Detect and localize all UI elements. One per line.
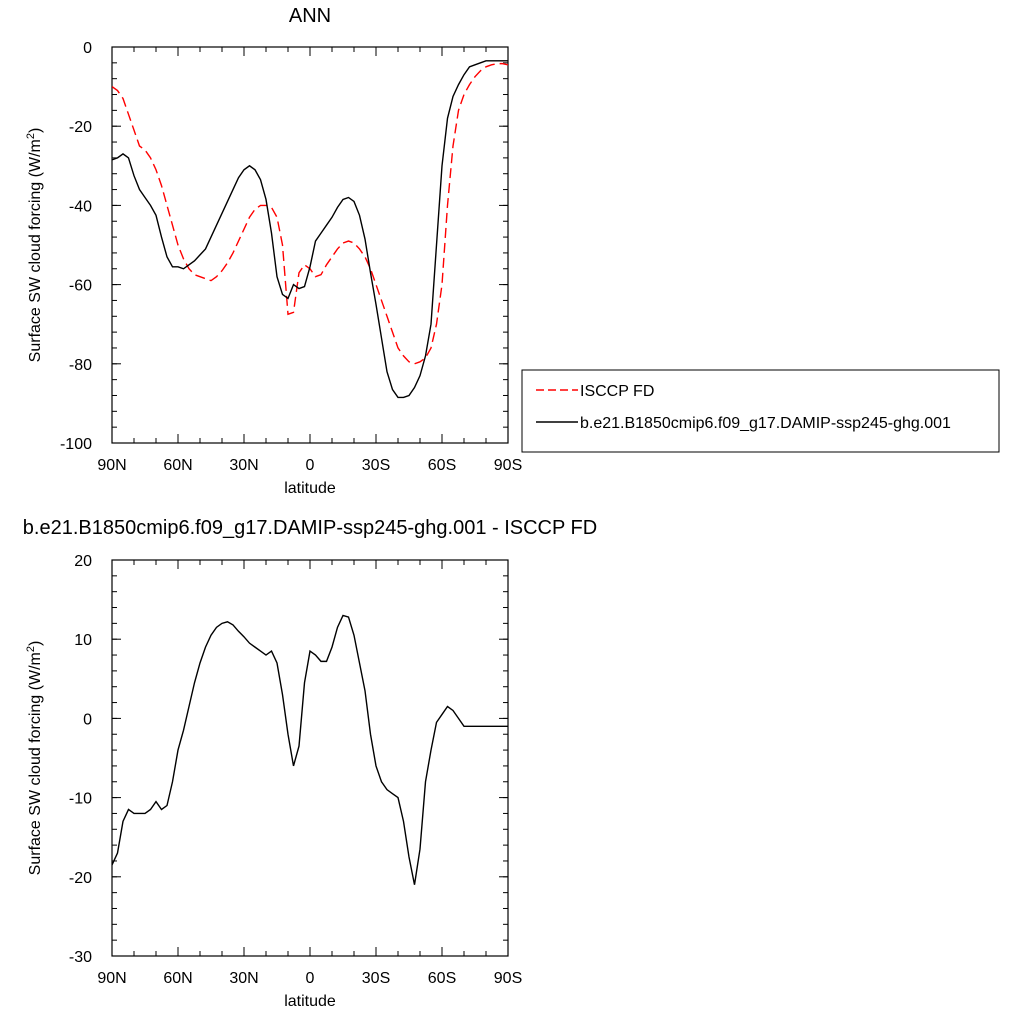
x-tick-label: 60N — [163, 970, 192, 987]
y-axis-label-superscript: 2 — [25, 646, 37, 652]
x-tick-label: 90N — [97, 457, 126, 474]
y-axis-label-close: ) — [27, 641, 44, 646]
x-tick-label: 30N — [229, 457, 258, 474]
plot-frame — [111, 559, 509, 957]
top-panel: ANN 90N 60N 30N 0 30S 60S 90S 0 -20 -40 -60 -80 -100 l… — [25, 5, 522, 497]
y-tick-label: -40 — [69, 198, 92, 215]
bottom-panel: b.e21.B1850cmip6.f09_g17.DAMIP-ssp245-gh… — [23, 517, 597, 1010]
chart-title: b.e21.B1850cmip6.f09_g17.DAMIP-ssp245-gh… — [23, 517, 597, 539]
legend-label-1: b.e21.B1850cmip6.f09_g17.DAMIP-ssp245-gh… — [580, 415, 951, 432]
x-tick-label: 90S — [494, 970, 522, 987]
legend-label-0: ISCCP FD — [580, 383, 654, 400]
x-tick-label: 30S — [362, 970, 390, 987]
y-axis-label-superscript: 2 — [25, 133, 37, 139]
x-tick-label: 90S — [494, 457, 522, 474]
y-tick-label: -30 — [69, 949, 92, 966]
x-tick-label: 30S — [362, 457, 390, 474]
y-tick-label: -20 — [69, 870, 92, 887]
plot-frame — [111, 46, 509, 444]
legend-box — [521, 369, 1000, 453]
x-tick-label: 60S — [428, 970, 456, 987]
series-line-1 — [112, 60, 508, 399]
x-tick-label: 60N — [163, 457, 192, 474]
chart-title: ANN — [289, 5, 331, 27]
series-line-0 — [112, 614, 508, 885]
y-axis-label-close: ) — [27, 128, 44, 133]
y-tick-label: -20 — [69, 119, 92, 136]
x-axis-label: latitude — [284, 480, 336, 497]
y-tick-label: -60 — [69, 278, 92, 295]
x-tick-label: 60S — [428, 457, 456, 474]
y-axis-label-text: Surface SW cloud forcing (W/m — [27, 139, 44, 362]
y-axis-label: Surface SW cloud forcing (W/m2) — [25, 128, 44, 363]
x-tick-label: 30N — [229, 970, 258, 987]
y-tick-label: 20 — [74, 553, 92, 570]
x-tick-label: 0 — [306, 970, 315, 987]
y-axis-label: Surface SW cloud forcing (W/m2) — [25, 641, 44, 876]
x-tick-label: 0 — [306, 457, 315, 474]
x-axis-label: latitude — [284, 993, 336, 1010]
y-tick-label: 0 — [83, 711, 92, 728]
y-tick-label: 0 — [83, 40, 92, 57]
y-tick-label: -10 — [69, 791, 92, 808]
y-tick-label: -100 — [60, 436, 92, 453]
y-tick-label: -80 — [69, 357, 92, 374]
y-tick-label: 10 — [74, 632, 92, 649]
series-line-0 — [112, 62, 508, 365]
x-tick-label: 90N — [97, 970, 126, 987]
legend: ISCCP FD b.e21.B1850cmip6.f09_g17.DAMIP-s… — [521, 369, 1000, 453]
y-axis-label-text: Surface SW cloud forcing (W/m — [27, 652, 44, 875]
